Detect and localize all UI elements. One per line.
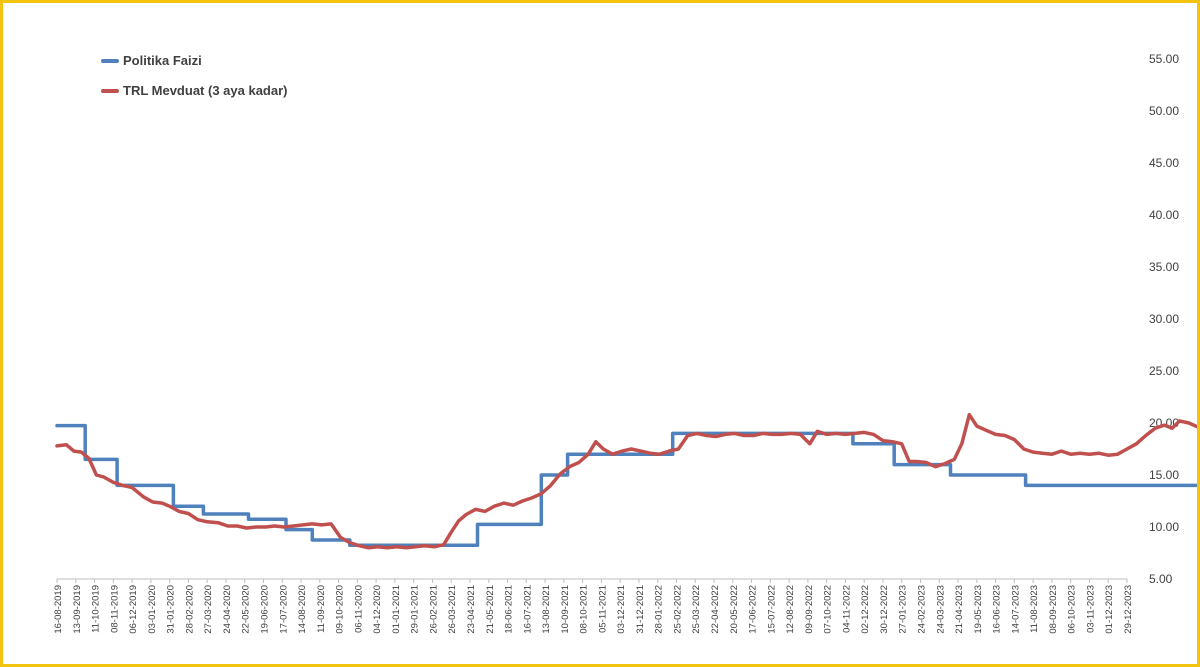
legend-label-trl-mevduat: TRL Mevduat (3 aya kadar) <box>123 83 288 98</box>
x-tick-label: 05-11-2021 <box>597 585 608 633</box>
x-tick-label: 11-10-2019 <box>91 585 102 633</box>
x-tick-label: 24-04-2020 <box>222 585 233 634</box>
x-tick-label: 14-07-2023 <box>1010 585 1021 634</box>
line-chart: 16-08-2019 13-09-2019 11-10-2019 08-11-2019… <box>53 52 1197 634</box>
x-tick-label: 01-01-2021 <box>391 585 402 634</box>
x-tick-label: 22-04-2022 <box>710 585 721 634</box>
x-tick-label: 06-11-2020 <box>353 585 364 633</box>
x-tick-label: 16-07-2021 <box>522 585 533 634</box>
y-tick-label: 50.00 <box>1149 104 1179 118</box>
x-tick-label: 27-01-2023 <box>898 585 909 634</box>
legend-swatch-blue <box>101 58 119 63</box>
x-tick-label: 24-02-2023 <box>917 585 928 634</box>
x-tick-label: 29-01-2021 <box>410 585 421 634</box>
x-tick-label: 30-12-2022 <box>879 585 890 634</box>
x-tick-label: 28-01-2022 <box>654 585 665 634</box>
x-tick-label: 21-04-2023 <box>954 585 965 634</box>
y-tick-label: 35.00 <box>1149 260 1179 274</box>
series-line-politika-faizi <box>55 423 1197 547</box>
legend-item-politika-faizi: Politika Faizi <box>101 53 202 68</box>
x-tick-label: 11-08-2023 <box>1029 585 1040 633</box>
x-tick-label: 07-10-2022 <box>823 585 834 634</box>
x-tick-label: 06-12-2019 <box>128 585 139 634</box>
x-tick-label: 19-05-2023 <box>973 585 984 634</box>
x-tick-label: 08-10-2021 <box>579 585 590 634</box>
y-tick-label: 30.00 <box>1149 312 1179 326</box>
x-tick-label: 12-08-2022 <box>785 585 796 634</box>
x-tick-label: 25-02-2022 <box>672 585 683 634</box>
x-tick-label: 01-12-2023 <box>1104 585 1115 634</box>
x-tick-label: 20-05-2022 <box>729 585 740 634</box>
legend-swatch-red <box>101 88 119 93</box>
x-tick-label: 02-12-2022 <box>860 585 871 634</box>
x-tick-label: 27-03-2020 <box>203 585 214 634</box>
x-tick-label: 09-09-2022 <box>804 585 815 634</box>
x-tick-label: 17-07-2020 <box>278 585 289 634</box>
x-tick-label: 22-05-2020 <box>241 585 252 634</box>
x-tick-label: 14-08-2020 <box>297 585 308 634</box>
x-tick-label: 13-09-2019 <box>72 585 83 634</box>
x-tick-label: 16-06-2023 <box>992 585 1003 634</box>
x-tick-label: 04-11-2022 <box>841 585 852 633</box>
legend-label-politika-faizi: Politika Faizi <box>123 53 202 68</box>
x-tick-label: 23-04-2021 <box>466 585 477 634</box>
x-tick-label: 24-03-2023 <box>935 585 946 634</box>
x-tick-label: 16-08-2019 <box>53 585 64 634</box>
y-tick-label: 25.00 <box>1149 364 1179 378</box>
x-tick-label: 08-09-2023 <box>1048 585 1059 634</box>
x-tick-label: 09-10-2020 <box>335 585 346 634</box>
y-tick-label: 45.00 <box>1149 156 1179 170</box>
x-tick-label: 18-06-2021 <box>504 585 515 634</box>
x-tick-label: 03-11-2023 <box>1085 585 1096 633</box>
x-tick-label: 17-06-2022 <box>748 585 759 634</box>
legend-item-trl-mevduat: TRL Mevduat (3 aya kadar) <box>101 83 287 98</box>
x-tick-label: 19-06-2020 <box>259 585 270 634</box>
y-tick-label: 55.00 <box>1149 52 1179 66</box>
x-tick-label: 03-01-2020 <box>147 585 158 634</box>
x-tick-label: 06-10-2023 <box>1067 585 1078 634</box>
x-tick-label: 31-01-2020 <box>166 585 177 634</box>
x-tick-label: 21-05-2021 <box>485 585 496 634</box>
x-tick-label: 26-03-2021 <box>447 585 458 634</box>
x-tick-label: 25-03-2022 <box>691 585 702 634</box>
x-tick-label: 28-02-2020 <box>184 585 195 634</box>
x-tick-label: 04-12-2020 <box>372 585 383 634</box>
series-line-trl-mevduat <box>55 412 1197 550</box>
x-tick-label: 10-09-2021 <box>560 585 571 634</box>
x-tick-label: 31-12-2021 <box>635 585 646 634</box>
x-tick-label: 13-08-2021 <box>541 585 552 634</box>
x-tick-label: 11-09-2020 <box>316 585 327 633</box>
x-tick-label: 26-02-2021 <box>428 585 439 634</box>
y-tick-label: 10.00 <box>1149 520 1179 534</box>
x-tick-label: 03-12-2021 <box>616 585 627 634</box>
x-tick-label: 15-07-2022 <box>766 585 777 634</box>
y-tick-label: 40.00 <box>1149 208 1179 222</box>
x-tick-label: 08-11-2019 <box>109 585 120 633</box>
y-tick-label: 5.00 <box>1149 572 1173 586</box>
x-tick-label: 29-12-2023 <box>1123 585 1134 634</box>
y-tick-label: 15.00 <box>1149 468 1179 482</box>
